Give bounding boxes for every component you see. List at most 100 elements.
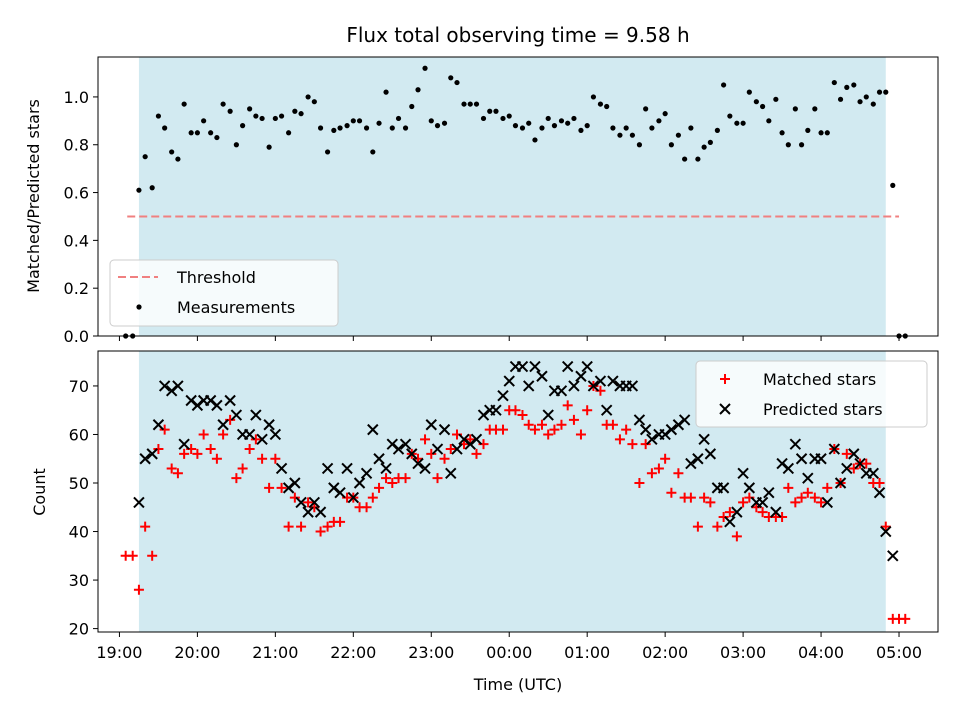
measurements-point: [208, 130, 214, 136]
matched-stars-point: [147, 550, 158, 561]
measurements-point: [292, 108, 298, 114]
measurements-point: [623, 125, 629, 131]
matched-stars-point: [880, 521, 891, 532]
x-tick-label: 01:00: [564, 643, 610, 662]
measurements-point: [571, 115, 577, 122]
top-y-tick-label: 0.4: [64, 231, 89, 250]
matched-stars-point: [276, 482, 287, 493]
measurements-point: [857, 99, 863, 105]
matched-stars-point: [568, 414, 579, 425]
matched-stars-point: [367, 492, 378, 503]
predicted-stars-point: [795, 453, 808, 465]
measurements-point: [201, 118, 207, 124]
measurements-point: [798, 142, 805, 148]
matched-stars-point: [738, 497, 749, 508]
matched-stars-point: [841, 448, 852, 459]
measurements-point: [695, 156, 701, 162]
predicted-stars-point: [353, 477, 366, 489]
matched-stars-point: [685, 492, 696, 503]
measurements-point: [649, 125, 655, 131]
matched-stars-point: [809, 492, 820, 503]
chart-title: Flux total observing time = 9.58 h: [346, 23, 689, 47]
top-y-tick-label: 0.0: [64, 327, 89, 346]
x-tick-label: 22:00: [330, 643, 376, 662]
top-y-axis-label: Matched/Predicted stars: [24, 99, 43, 293]
matched-stars-point: [445, 444, 456, 455]
predicted-stars-point: [269, 428, 282, 441]
measurements-point: [682, 156, 688, 162]
measurements-point: [662, 111, 668, 117]
measurements-point: [532, 137, 538, 143]
matched-stars-point: [861, 458, 872, 469]
measurements-point: [142, 154, 148, 160]
measurements-point: [863, 94, 869, 100]
measurements-point: [643, 106, 649, 112]
measurements-point: [278, 113, 285, 119]
matched-stars-point: [289, 492, 300, 503]
matched-stars-point: [614, 434, 625, 445]
matched-stars-point: [361, 502, 372, 513]
measurements-point: [350, 118, 356, 124]
predicted-stars-point: [275, 462, 288, 475]
measurements-point: [876, 89, 883, 95]
measurements-point: [506, 113, 512, 119]
predicted-stars-point: [698, 433, 710, 446]
matched-stars-point: [237, 463, 248, 474]
matched-stars-point: [127, 550, 138, 561]
legend-matched-swatch: [720, 374, 730, 384]
matched-stars-point: [192, 448, 203, 459]
matched-stars-point: [133, 584, 144, 595]
predicted-stars-point: [516, 360, 529, 373]
measurements-point: [247, 106, 253, 112]
predicted-stars-point: [607, 375, 619, 387]
measurements-point: [818, 130, 824, 136]
predicted-stars-point: [438, 423, 451, 436]
x-tick-label: 04:00: [798, 643, 844, 662]
measurements-point: [668, 142, 674, 148]
matched-stars-point: [543, 429, 554, 440]
matched-stars-point: [640, 439, 651, 450]
bottom-y-tick-label: 50: [69, 474, 89, 493]
predicted-stars-point: [250, 409, 262, 421]
predicted-stars-point: [646, 433, 658, 446]
measurements-point: [714, 127, 720, 133]
predicted-stars-point: [406, 448, 418, 460]
predicted-stars-point: [490, 404, 502, 416]
measurements-point: [422, 65, 428, 71]
measurements-point: [551, 123, 558, 129]
measurements-point: [792, 106, 798, 112]
predicted-stars-point: [308, 496, 321, 509]
measurements-point: [759, 103, 766, 110]
predicted-stars-point: [685, 457, 697, 470]
predicted-stars-point: [392, 443, 405, 455]
matched-stars-point: [400, 473, 411, 484]
measurements-point: [636, 142, 643, 148]
measurements-point: [454, 79, 460, 86]
matched-stars-point: [315, 526, 326, 537]
measurements-point: [604, 103, 610, 110]
predicted-stars-point: [419, 462, 431, 475]
measurements-point: [188, 130, 194, 136]
predicted-stars-point: [536, 370, 548, 382]
matched-stars-point: [335, 516, 346, 527]
matched-stars-point: [283, 521, 294, 532]
measurements-point: [194, 130, 200, 136]
measurements-point: [233, 142, 239, 148]
measurements-point: [253, 113, 259, 119]
bottom-legend-box: [695, 360, 928, 428]
top-y-tick-label: 0.6: [64, 184, 89, 203]
matched-stars-point: [712, 521, 723, 532]
predicted-stars-point: [724, 516, 736, 528]
measurements-point: [259, 115, 265, 122]
predicted-stars-point: [568, 380, 580, 392]
measurements-point: [175, 156, 181, 162]
predicted-stars-point: [380, 462, 392, 475]
measurements-point: [162, 125, 168, 131]
predicted-stars-point: [334, 487, 346, 499]
matched-stars-point: [244, 444, 255, 455]
measurements-point: [344, 123, 350, 129]
predicted-stars-point: [737, 467, 749, 480]
matched-stars-point: [757, 507, 768, 518]
measurements-point: [383, 89, 389, 95]
matched-stars-point: [822, 482, 833, 493]
